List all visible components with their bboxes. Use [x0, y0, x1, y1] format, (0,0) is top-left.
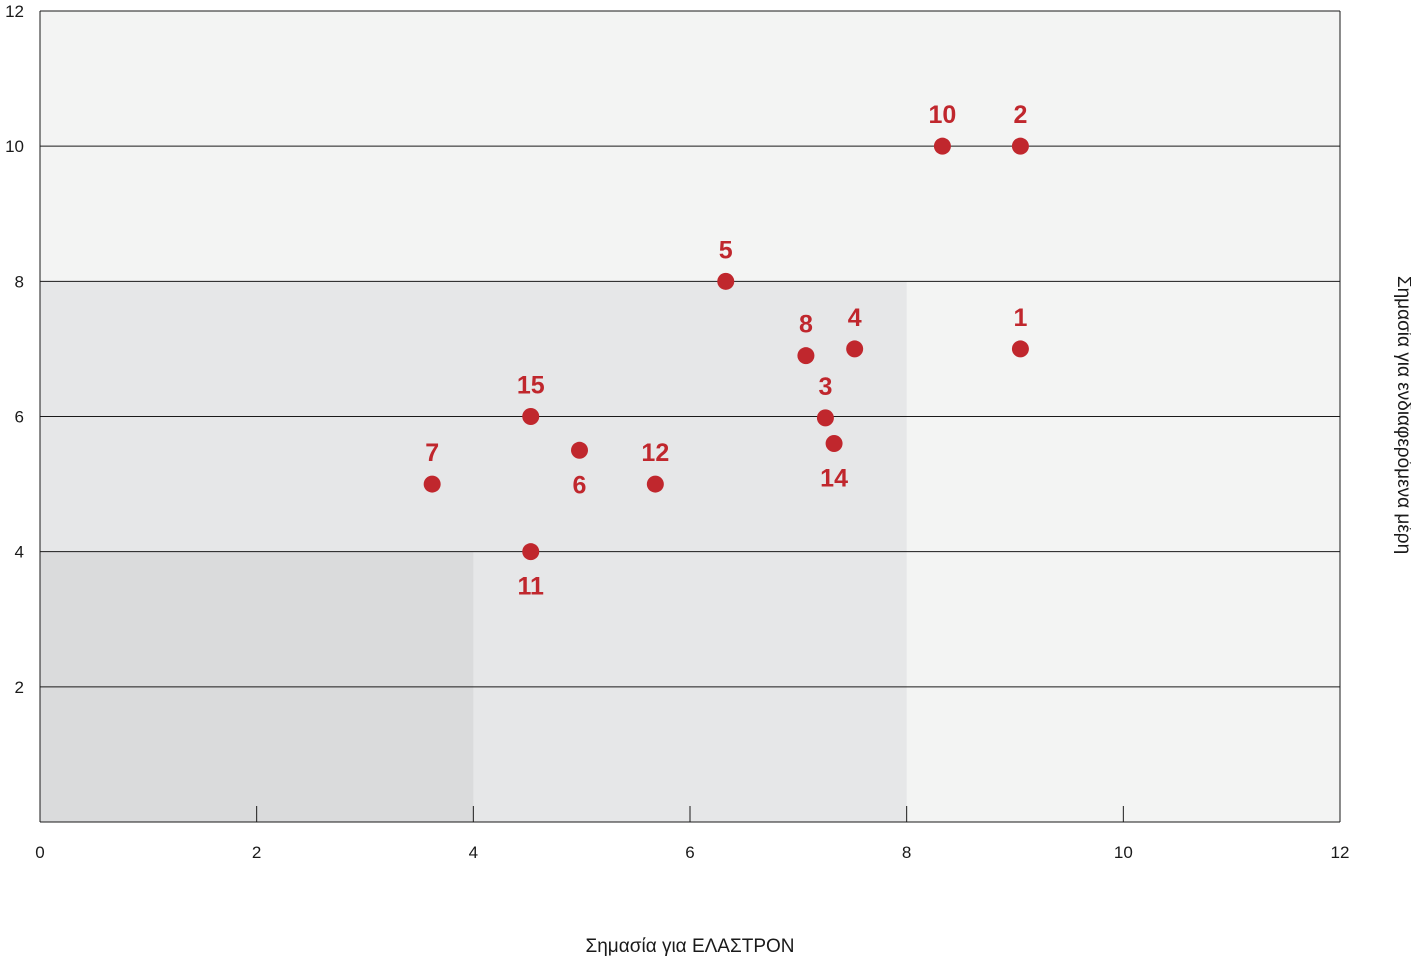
point-label-11: 11: [518, 573, 545, 601]
point-8: 8: [797, 311, 815, 365]
point-label-3: 3: [818, 373, 832, 401]
point-label-14: 14: [820, 465, 848, 493]
point-marker-7: [423, 475, 441, 493]
x-axis-ticks: 0 2 4 6 8 10 12: [35, 806, 1349, 862]
point-marker-11: [522, 543, 540, 561]
x-tick-label-4: 4: [469, 843, 478, 862]
x-tick-label-2: 2: [252, 843, 261, 862]
point-14: 14: [820, 435, 848, 493]
x-tick-label-10: 10: [1114, 843, 1133, 862]
y-tick-label-10: 10: [5, 137, 24, 156]
point-marker-2: [1011, 137, 1029, 155]
point-label-2: 2: [1013, 101, 1027, 129]
y-tick-label-4: 4: [15, 543, 24, 562]
point-label-6: 6: [573, 471, 587, 499]
point-4: 4: [846, 304, 864, 358]
point-marker-12: [646, 475, 664, 493]
point-label-4: 4: [848, 304, 862, 332]
point-7: 7: [423, 439, 441, 493]
x-tick-label-8: 8: [902, 843, 911, 862]
point-3: 3: [816, 373, 834, 427]
x-axis-title: Σημασία για ΕΛΑΣΤΡΟΝ: [586, 936, 795, 957]
point-label-5: 5: [719, 236, 733, 264]
point-marker-3: [816, 409, 834, 427]
point-label-8: 8: [799, 311, 813, 339]
y-tick-label-12: 12: [5, 2, 24, 21]
point-10: 10: [929, 101, 957, 155]
point-5: 5: [717, 236, 735, 290]
y-axis-ticks: 2 4 6 8 10 12: [5, 2, 24, 697]
point-6: 6: [571, 441, 588, 499]
y-tick-label-6: 6: [15, 408, 24, 427]
point-12: 12: [641, 439, 669, 493]
point-label-10: 10: [929, 101, 957, 129]
point-marker-15: [522, 408, 540, 425]
point-label-7: 7: [425, 439, 439, 467]
point-15: 15: [517, 372, 545, 425]
point-2: 2: [1011, 101, 1029, 155]
y-tick-label-8: 8: [15, 272, 24, 291]
point-marker-6: [571, 441, 588, 459]
point-marker-4: [846, 340, 864, 358]
point-marker-14: [825, 435, 843, 453]
point-1: 1: [1011, 304, 1029, 358]
point-label-12: 12: [641, 439, 669, 467]
x-tick-label-0: 0: [35, 843, 44, 862]
y-axis-title: Σημασία για ενδιαφερόμενα μέρη: [1393, 276, 1411, 554]
point-marker-10: [933, 137, 951, 155]
horizontal-gridlines: [40, 145, 1340, 688]
point-label-1: 1: [1013, 304, 1027, 332]
point-marker-8: [797, 347, 815, 365]
x-tick-label-12: 12: [1331, 843, 1350, 862]
point-11: 11: [518, 543, 545, 601]
y-tick-label-2: 2: [15, 678, 24, 697]
point-marker-5: [717, 272, 735, 290]
point-label-15: 15: [517, 372, 545, 400]
x-tick-label-6: 6: [685, 843, 694, 862]
point-marker-1: [1011, 340, 1029, 358]
